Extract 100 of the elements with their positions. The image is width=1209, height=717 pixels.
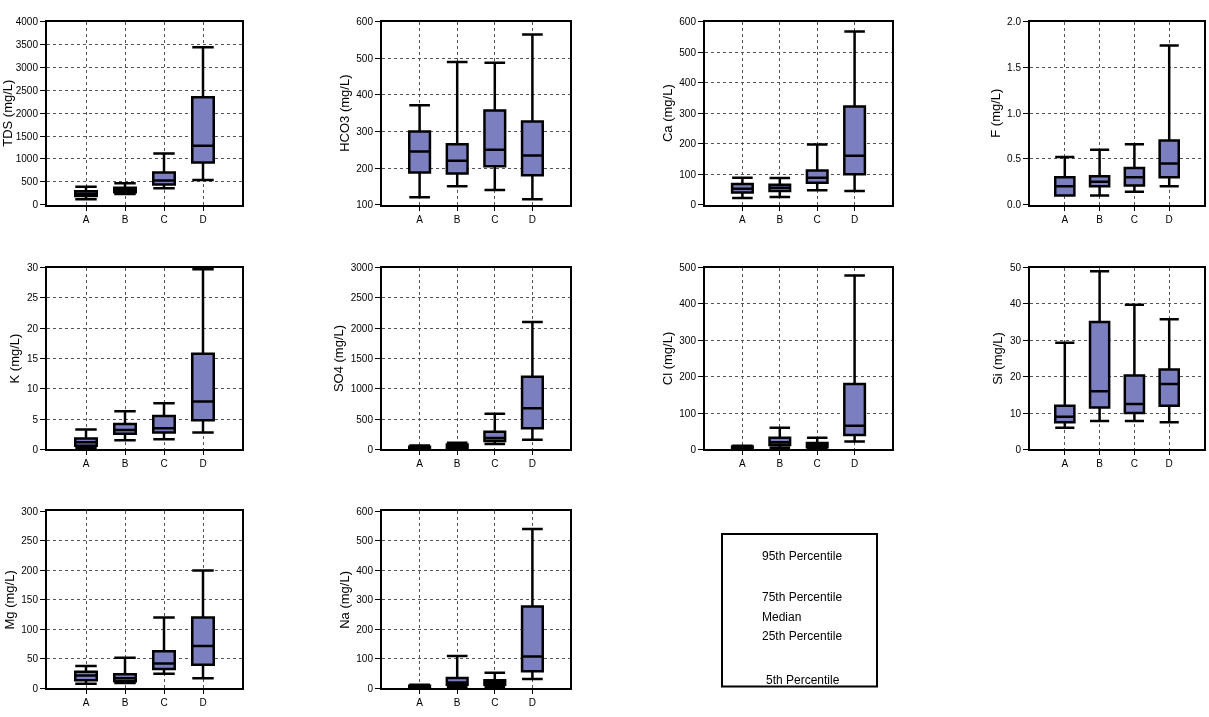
y-tick-label: 200 <box>679 138 697 150</box>
x-tick-label: D <box>850 458 859 470</box>
x-tick-label: C <box>160 697 168 709</box>
x-tick-label: D <box>528 697 537 709</box>
y-tick-label: 0 <box>690 199 697 211</box>
y-tick-label: 0 <box>32 443 39 455</box>
y-tick-label: 1500 <box>350 353 374 364</box>
text: 95th Percentile <box>762 549 843 563</box>
x-tick-label: A <box>1061 458 1069 470</box>
y-tick-label: 100 <box>679 407 697 419</box>
y-tick-label: 25 <box>26 292 39 304</box>
y-tick-label: 300 <box>21 505 39 517</box>
y-tick-label: 100 <box>679 168 697 180</box>
x-tick-label: A <box>416 458 424 470</box>
y-tick-label: 600 <box>356 505 374 517</box>
x-tick-label: D <box>199 213 207 225</box>
y-tick-label: 400 <box>356 89 374 101</box>
x-tick-label: D <box>199 458 207 470</box>
y-tick-label: 0 <box>367 682 374 694</box>
y-tick-label: 200 <box>679 371 697 383</box>
y-tick-label: 0.0 <box>1007 199 1022 211</box>
x-tick-label: D <box>1165 458 1173 470</box>
y-axis-title: TDS (mg/L) <box>0 79 15 147</box>
x-tick-label: D <box>528 458 537 470</box>
x-tick-label: A <box>82 697 90 709</box>
y-axis-title: Si (mg/L) <box>990 332 1006 385</box>
x-tick-label: C <box>160 458 168 470</box>
y-tick-label: 30 <box>26 262 39 274</box>
x-tick-label: D <box>199 697 207 709</box>
y-tick-label: 50 <box>26 653 39 665</box>
x-tick-label: B <box>776 213 784 225</box>
y-tick-label: 0 <box>1015 443 1022 455</box>
text: 75th Percentile <box>762 590 843 604</box>
x-tick-label: A <box>82 458 90 470</box>
y-tick-label: 30 <box>1009 334 1022 346</box>
y-tick-label: 10 <box>1009 407 1022 419</box>
y-tick-label: 100 <box>356 653 374 665</box>
y-axis-title: K (mg/L) <box>7 333 23 384</box>
x-tick-label: C <box>813 213 821 225</box>
x-tick-label: C <box>491 213 499 225</box>
y-axis-title: Mg (mg/L) <box>1 570 17 630</box>
y-tick-label: 1.5 <box>1007 61 1022 73</box>
y-axis-title: HCO3 (mg/L) <box>336 74 352 152</box>
y-tick-label: 0 <box>367 443 374 455</box>
x-tick-label: B <box>453 697 461 709</box>
x-tick-label: B <box>121 697 129 709</box>
y-tick-label: 1000 <box>350 383 374 395</box>
y-tick-label: 40 <box>1009 298 1022 310</box>
x-tick-label: A <box>1061 213 1069 225</box>
text: 25th Percentile <box>762 629 843 643</box>
y-tick-label: 600 <box>356 16 374 28</box>
y-tick-label: 3000 <box>15 61 39 73</box>
y-axis-title: Na (mg/L) <box>336 570 352 629</box>
x-tick-label: B <box>121 458 129 470</box>
x-tick-label: C <box>491 697 499 709</box>
y-tick-label: 1000 <box>15 153 39 165</box>
y-tick-label: 3500 <box>15 39 39 51</box>
y-tick-label: 1500 <box>15 130 39 142</box>
y-tick-label: 0 <box>32 199 39 211</box>
y-tick-label: 0 <box>32 682 39 694</box>
y-tick-label: 300 <box>356 594 374 606</box>
x-tick-label: D <box>528 213 537 225</box>
x-tick-label: A <box>739 213 747 225</box>
x-tick-label: C <box>491 458 499 470</box>
y-tick-label: 0 <box>690 443 697 455</box>
y-tick-label: 20 <box>26 322 39 334</box>
y-tick-label: 300 <box>679 334 697 346</box>
x-tick-label: B <box>776 458 784 470</box>
y-tick-label: 250 <box>21 535 39 547</box>
x-tick-label: D <box>1165 213 1173 225</box>
y-tick-label: 500 <box>356 413 374 425</box>
x-tick-label: B <box>121 213 129 225</box>
y-tick-label: 200 <box>21 564 39 576</box>
y-axis-title: SO4 (mg/L) <box>331 324 347 393</box>
y-tick-label: 100 <box>356 199 374 211</box>
y-tick-label: 400 <box>679 77 697 89</box>
y-tick-label: 2.0 <box>1007 16 1022 28</box>
y-tick-label: 600 <box>679 16 697 28</box>
y-tick-label: 20 <box>1009 371 1022 383</box>
text: Median <box>762 610 802 624</box>
y-tick-label: 500 <box>21 176 39 188</box>
x-tick-label: C <box>160 213 168 225</box>
x-tick-label: A <box>739 458 747 470</box>
x-tick-label: B <box>453 458 461 470</box>
y-tick-label: 4000 <box>15 16 39 28</box>
y-tick-label: 500 <box>356 52 374 64</box>
y-tick-label: 10 <box>26 383 39 395</box>
y-tick-label: 300 <box>679 107 697 119</box>
x-tick-label: B <box>1096 458 1104 470</box>
y-tick-label: 200 <box>356 162 374 174</box>
y-tick-label: 500 <box>356 535 374 547</box>
y-tick-label: 2000 <box>15 107 39 119</box>
y-axis-title: Cl (mg/L) <box>659 331 675 386</box>
x-tick-label: B <box>453 213 461 225</box>
y-tick-label: 3000 <box>350 262 374 274</box>
y-tick-label: 50 <box>1009 262 1022 274</box>
y-tick-label: 400 <box>356 564 374 576</box>
x-tick-label: C <box>813 458 821 470</box>
x-tick-label: A <box>416 213 424 225</box>
x-tick-label: C <box>1130 458 1139 470</box>
